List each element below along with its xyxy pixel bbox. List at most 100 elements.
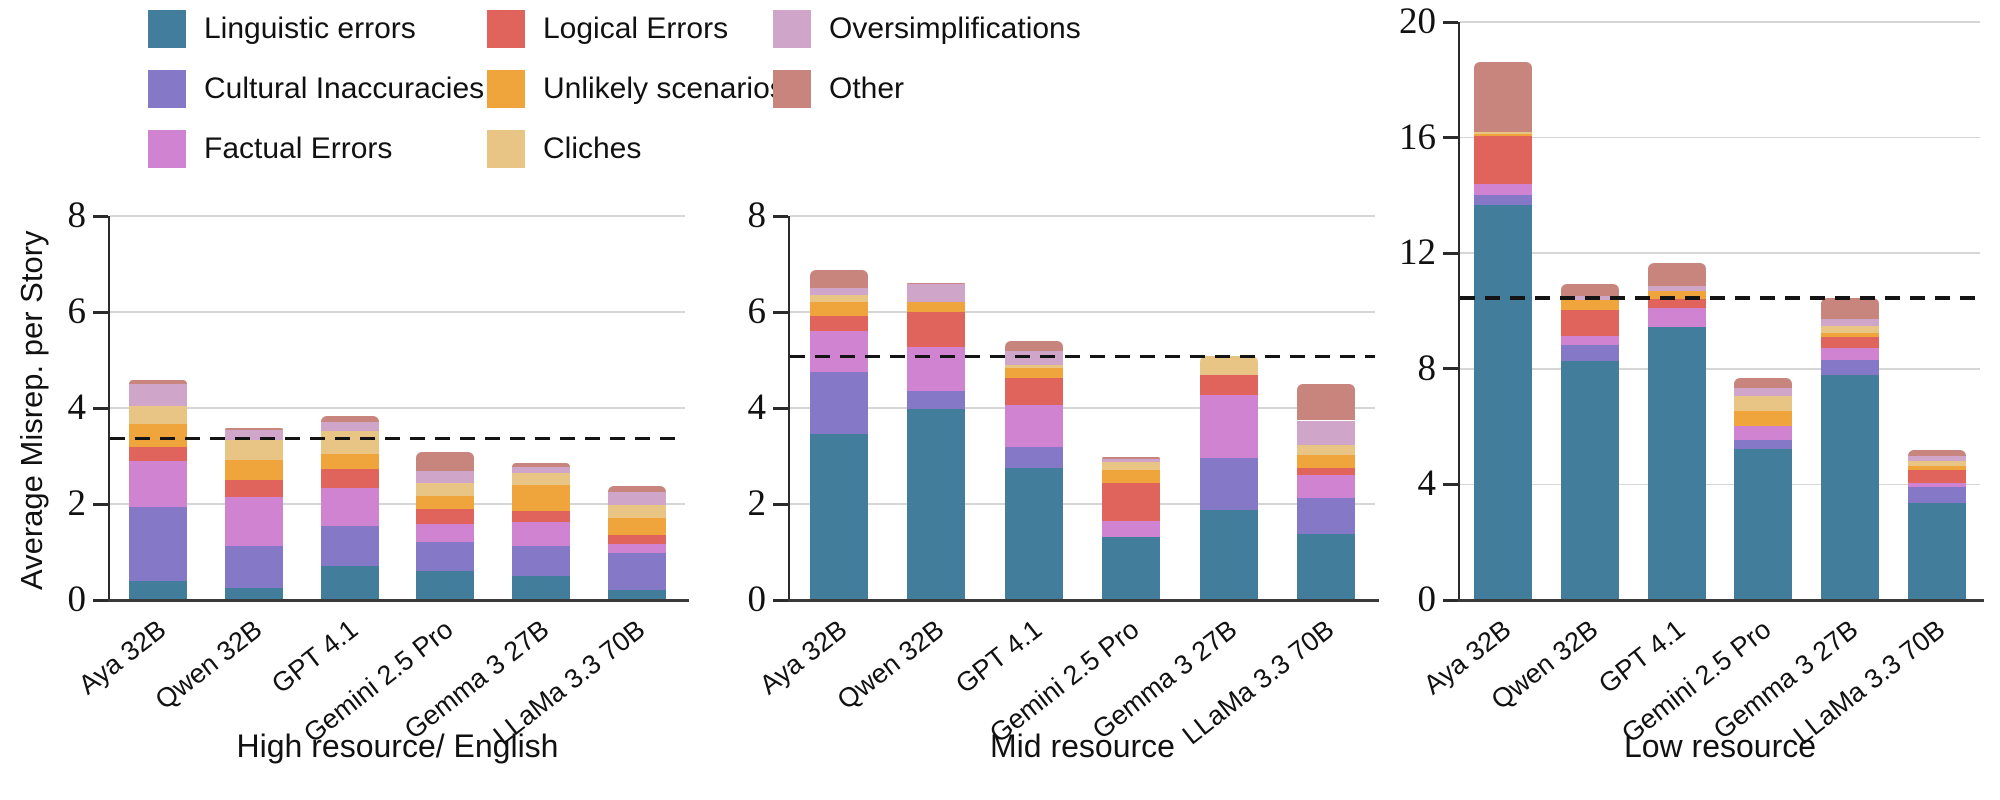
bar-segment xyxy=(416,541,475,572)
bar-segment xyxy=(512,576,571,600)
y-tick-label-8: 8 xyxy=(67,195,87,236)
bar-segment xyxy=(320,468,379,488)
bar-segment xyxy=(608,486,667,492)
bar-segment xyxy=(1004,364,1063,369)
gridline-y4 xyxy=(790,407,1375,409)
bar-segment xyxy=(1297,497,1356,534)
bar-segment xyxy=(1907,461,1966,466)
bar-segment xyxy=(1821,375,1879,600)
bar-segment xyxy=(1907,449,1966,456)
y-tickmark-6 xyxy=(93,310,108,314)
x-axis-baseline xyxy=(108,599,689,602)
y-axis-spine xyxy=(787,216,790,602)
bar-segment xyxy=(128,379,187,384)
bar-segment xyxy=(1004,468,1063,600)
y-tickmark-12 xyxy=(1443,251,1458,255)
bar-segment xyxy=(1297,475,1356,498)
y-tick-label-4: 4 xyxy=(747,387,767,428)
bar-segment xyxy=(416,471,475,484)
bar-segment xyxy=(809,288,868,296)
bar-segment xyxy=(1199,355,1258,375)
bar-segment xyxy=(608,504,667,518)
bar-segment xyxy=(1297,444,1356,455)
bar-segment xyxy=(608,534,667,545)
bar-segment xyxy=(1474,205,1533,600)
bar-segment xyxy=(320,454,379,469)
gridline-y8 xyxy=(790,215,1375,217)
bar-segment xyxy=(320,566,379,600)
bar-segment xyxy=(1474,184,1533,196)
gridline-y8 xyxy=(110,215,685,217)
bar-segment xyxy=(1474,195,1533,206)
bar-segment xyxy=(1821,318,1879,327)
bar-segment xyxy=(907,391,966,409)
bar-segment xyxy=(224,430,283,440)
bar-segment xyxy=(1297,420,1356,445)
bar-segment xyxy=(1561,344,1619,362)
chart-title-mid-resource: Mid resource xyxy=(990,728,1175,764)
bar-segment xyxy=(1004,447,1063,468)
gridline-y4 xyxy=(110,407,685,409)
bar-segment xyxy=(1821,360,1879,376)
bar-segment xyxy=(128,460,187,508)
bar-segment xyxy=(1199,457,1258,511)
x-axis-baseline xyxy=(1458,599,1984,602)
y-tick-label-2: 2 xyxy=(67,483,87,524)
bar-segment xyxy=(1102,459,1161,462)
bar-segment xyxy=(1297,384,1356,421)
dashed-average-line xyxy=(110,436,685,441)
bar-segment xyxy=(1821,297,1879,319)
bar-segment xyxy=(907,312,966,347)
bar-segment xyxy=(416,483,475,496)
y-tickmark-4 xyxy=(1443,482,1458,486)
bar-segment xyxy=(1102,469,1161,483)
chart-title-high-resource: High resource/ English xyxy=(236,728,559,764)
bar-segment xyxy=(320,421,379,432)
legend-column-1: Linguistic errors Cultural Inaccuracies Fa… xyxy=(148,10,484,190)
bar-segment xyxy=(128,580,187,600)
bar-segment xyxy=(1907,455,1966,462)
bar-segment xyxy=(512,546,571,577)
bar-segment xyxy=(809,295,868,303)
bar-segment xyxy=(1004,404,1063,448)
bar-segment xyxy=(907,408,966,600)
y-axis-spine xyxy=(1457,22,1460,602)
legend-label-cultural: Cultural Inaccuracies xyxy=(204,72,485,105)
bar-segment xyxy=(809,433,868,600)
legend-swatch-linguistic xyxy=(148,10,186,48)
bar-segment xyxy=(1474,136,1533,185)
bar-segment xyxy=(1647,263,1706,287)
legend-label-logical: Logical Errors xyxy=(543,12,729,45)
legend-swatch-factual xyxy=(148,130,186,168)
bar-segment xyxy=(608,492,667,505)
gridline-y8 xyxy=(1460,368,1980,370)
bar-segment xyxy=(1907,487,1966,504)
bar-segment xyxy=(224,480,283,498)
y-tickmark-2 xyxy=(773,502,788,506)
bar-segment xyxy=(608,553,667,591)
gridline-y20 xyxy=(1460,21,1980,23)
bar-segment xyxy=(809,330,868,372)
gridline-y2 xyxy=(110,503,685,505)
bar-segment xyxy=(1734,449,1793,600)
bar-segment xyxy=(1647,299,1706,309)
legend: Linguistic errors Cultural Inaccuracies Fa… xyxy=(0,0,1250,180)
bar-segment xyxy=(512,521,571,547)
legend-item-linguistic: Linguistic errors xyxy=(148,10,484,48)
chart-mid-resource: 0 2 4 6 8 Aya 32B Qwen 32B GPT 4.1 Gemini 2.5 Pr… xyxy=(748,197,1379,764)
bar-segment xyxy=(1199,374,1258,395)
bar-segment xyxy=(608,544,667,554)
bar-segment xyxy=(809,302,868,316)
legend-item-factual: Factual Errors xyxy=(148,130,484,168)
bar-segment xyxy=(320,487,379,526)
bar-segment xyxy=(128,406,187,425)
bar-segment xyxy=(128,447,187,461)
y-tick-label-4: 4 xyxy=(67,387,87,428)
y-tick-label-0: 0 xyxy=(1417,579,1437,620)
gridline-y16 xyxy=(1460,136,1980,139)
gridline-y6 xyxy=(110,311,685,313)
legend-swatch-other xyxy=(773,70,811,108)
y-tick-label-16: 16 xyxy=(1399,116,1436,158)
bar-segment xyxy=(1821,347,1879,361)
bar-segment xyxy=(1004,377,1063,405)
